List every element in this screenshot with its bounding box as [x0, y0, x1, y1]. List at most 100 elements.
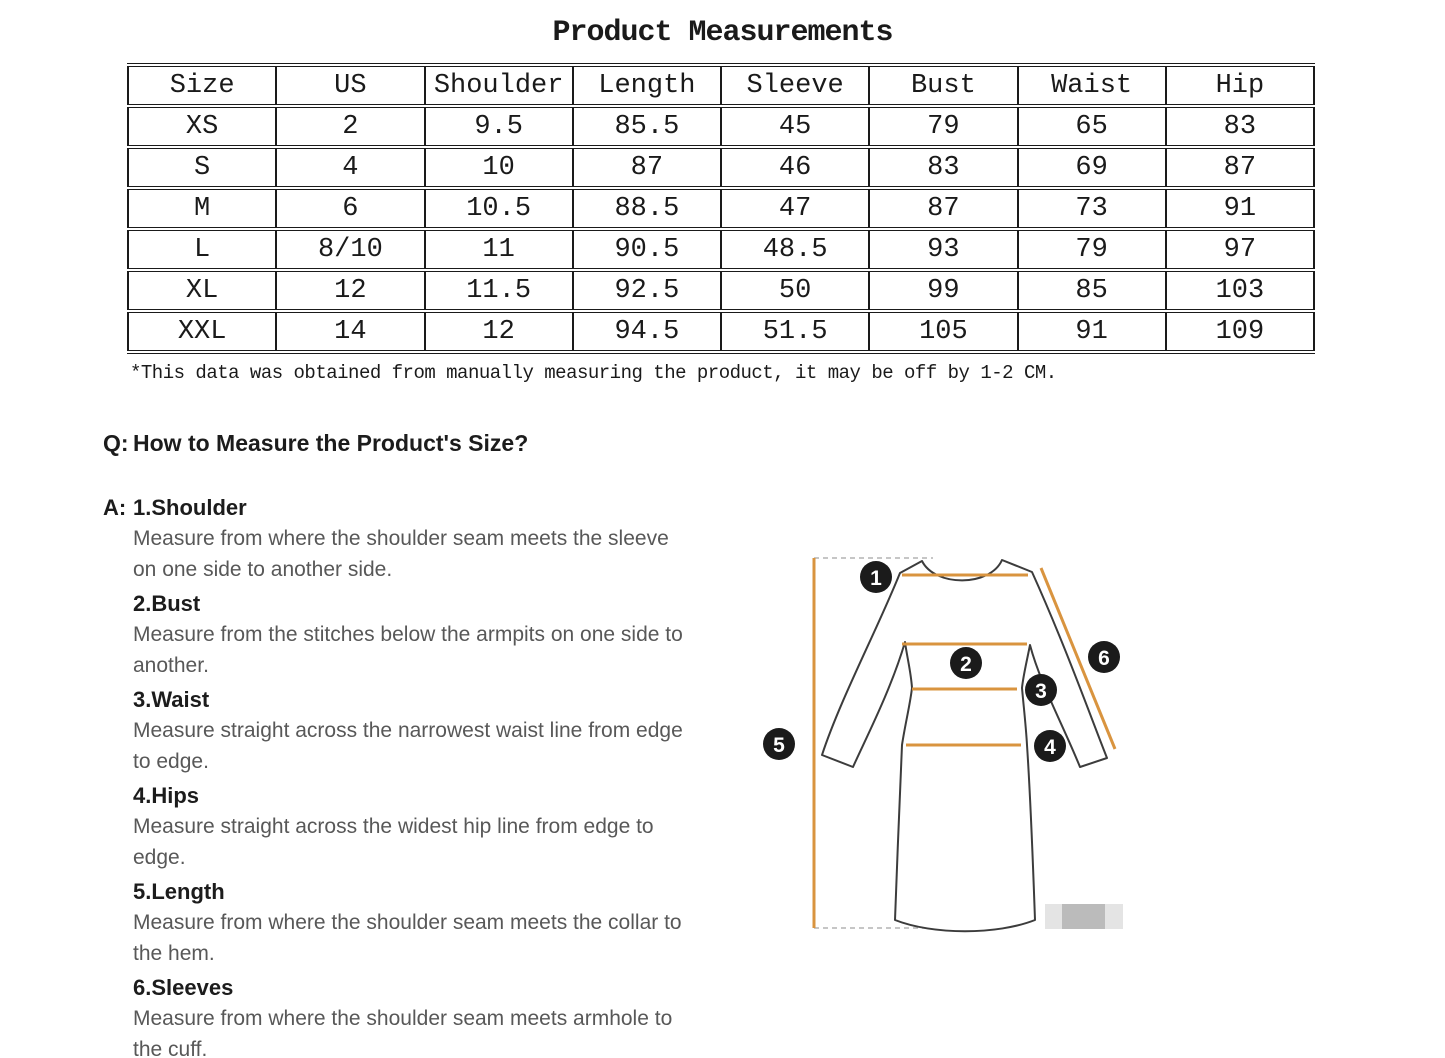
table-cell: 4: [275, 145, 426, 190]
table-cell: 14: [275, 309, 426, 354]
instruction-heading: 2.Bust: [133, 591, 201, 616]
table-cell: 47: [719, 186, 871, 231]
table-row-s: S 4 10 87 46 83 69 87: [126, 145, 1316, 190]
table-cell: 85.5: [571, 104, 723, 149]
table-cell: 87: [868, 186, 1019, 231]
table-cell: 83: [868, 145, 1019, 190]
table-cell: 79: [1016, 227, 1167, 272]
table-cell: 79: [868, 104, 1019, 149]
answer-label: A:: [103, 495, 127, 520]
marker-4-label: 4: [1044, 736, 1056, 759]
dress-measurement-diagram: 1 2 3 4 5 6: [745, 525, 1175, 958]
table-cell: 9.5: [423, 104, 574, 149]
instruction-body: Measure straight across the widest hip l…: [133, 815, 654, 869]
table-row-l: L 8/10 11 90.5 48.5 93 79 97: [126, 227, 1316, 272]
marker-6-label: 6: [1098, 647, 1110, 670]
table-cell: 91: [1016, 309, 1167, 354]
table-cell: 90.5: [571, 227, 723, 272]
instruction-bust: 2.Bust Measure from the stitches below t…: [133, 588, 733, 681]
instruction-heading: 1.Shoulder: [133, 495, 247, 520]
instruction-body: Measure from where the shoulder seam mee…: [133, 911, 682, 965]
table-cell: 83: [1164, 104, 1316, 149]
measurement-instructions: 1.Shoulder Measure from where the should…: [133, 492, 733, 1058]
table-cell: M: [126, 186, 278, 231]
table-header-row: Size US Shoulder Length Sleeve Bust Wais…: [126, 63, 1316, 108]
table-cell: 99: [868, 268, 1019, 313]
table-cell: 69: [1016, 145, 1167, 190]
sleeve-measure-line: [1039, 567, 1117, 750]
table-row-xxl: XXL 14 12 94.5 51.5 105 91 109: [126, 309, 1316, 354]
table-cell: 6: [275, 186, 426, 231]
marker-5-circle: [763, 728, 795, 760]
instruction-heading: 3.Waist: [133, 687, 210, 712]
table-row-xl: XL 12 11.5 92.5 50 99 85 103: [126, 268, 1316, 313]
table-cell: 50: [719, 268, 871, 313]
measurement-disclaimer: *This data was obtained from manually me…: [130, 362, 1057, 384]
table-cell: 87: [571, 145, 723, 190]
table-cell: 73: [1016, 186, 1167, 231]
table-cell: 91: [1164, 186, 1316, 231]
table-cell: L: [126, 227, 278, 272]
answer-row: A: 1.Shoulder Measure from where the sho…: [103, 492, 763, 1058]
instruction-shoulder: 1.Shoulder Measure from where the should…: [133, 492, 733, 585]
instruction-heading: 6.Sleeves: [133, 975, 234, 1000]
table-cell: 12: [423, 309, 574, 354]
table-row-m: M 6 10.5 88.5 47 87 73 91: [126, 186, 1316, 231]
column-header-hip: Hip: [1164, 63, 1316, 108]
column-header-waist: Waist: [1016, 63, 1167, 108]
instruction-body: Measure from the stitches below the armp…: [133, 623, 683, 677]
table-cell: 8/10: [275, 227, 426, 272]
table-cell: 12: [275, 268, 426, 313]
question-text: How to Measure the Product's Size?: [133, 430, 529, 456]
marker-3-circle: [1025, 674, 1057, 706]
table-cell: XL: [126, 268, 278, 313]
table-cell: S: [126, 145, 278, 190]
table-cell: XS: [126, 104, 278, 149]
table-cell: 2: [275, 104, 426, 149]
instruction-length: 5.Length Measure from where the shoulder…: [133, 876, 733, 969]
page-title: Product Measurements: [552, 16, 893, 50]
marker-1-circle: [860, 561, 892, 593]
column-header-sleeve: Sleeve: [719, 63, 871, 108]
marker-1-label: 1: [870, 567, 882, 590]
table-cell: 10: [423, 145, 574, 190]
instruction-heading: 5.Length: [133, 879, 225, 904]
column-header-length: Length: [571, 63, 723, 108]
table-cell: 97: [1164, 227, 1316, 272]
column-header-us: US: [275, 63, 426, 108]
marker-2-label: 2: [960, 653, 972, 676]
instruction-hips: 4.Hips Measure straight across the wides…: [133, 780, 733, 873]
table-cell: 94.5: [571, 309, 723, 354]
table-cell: 85: [1016, 268, 1167, 313]
question-label: Q:: [103, 430, 129, 456]
table-cell: 10.5: [423, 186, 574, 231]
marker-5-label: 5: [773, 734, 785, 757]
table-cell: 105: [868, 309, 1019, 354]
instruction-body: Measure straight across the narrowest wa…: [133, 719, 683, 773]
table-cell: 45: [719, 104, 871, 149]
instruction-sleeves: 6.Sleeves Measure from where the shoulde…: [133, 972, 733, 1058]
table-cell: 65: [1016, 104, 1167, 149]
table-cell: 87: [1164, 145, 1316, 190]
table-cell: 88.5: [571, 186, 723, 231]
marker-2-circle: [950, 647, 982, 679]
marker-3-label: 3: [1035, 680, 1047, 703]
column-header-size: Size: [126, 63, 278, 108]
marker-4-circle: [1034, 730, 1066, 762]
table-cell: 11: [423, 227, 574, 272]
column-header-bust: Bust: [868, 63, 1019, 108]
table-cell: 48.5: [719, 227, 871, 272]
table-cell: 11.5: [423, 268, 574, 313]
instruction-body: Measure from where the shoulder seam mee…: [133, 1007, 673, 1058]
marker-6-circle: [1088, 641, 1120, 673]
table-row-xs: XS 2 9.5 85.5 45 79 65 83: [126, 104, 1316, 149]
table-cell: 93: [868, 227, 1019, 272]
question-row: Q: How to Measure the Product's Size?: [103, 428, 763, 459]
size-table: Size US Shoulder Length Sleeve Bust Wais…: [126, 63, 1316, 354]
table-cell: 103: [1164, 268, 1316, 313]
table-cell: 51.5: [719, 309, 871, 354]
instruction-heading: 4.Hips: [133, 783, 200, 808]
table-cell: 109: [1164, 309, 1316, 354]
instruction-waist: 3.Waist Measure straight across the narr…: [133, 684, 733, 777]
how-to-measure-section: Q: How to Measure the Product's Size? A:…: [103, 428, 763, 1058]
